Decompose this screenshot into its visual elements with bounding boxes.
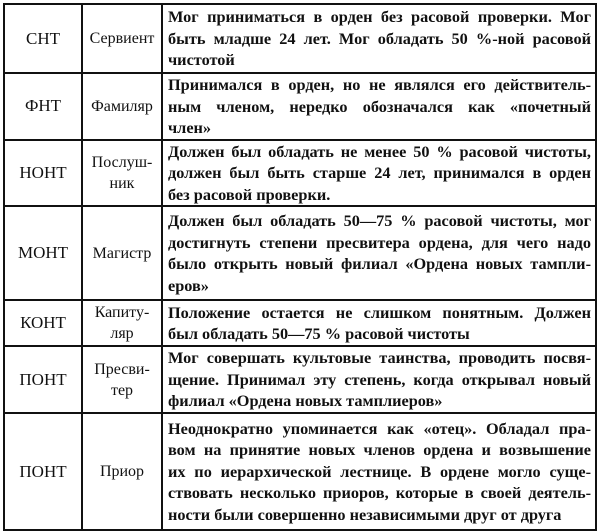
table-row: ПОНТ Приор Неоднократно упоминается как «о… bbox=[3, 412, 597, 531]
rank-name-line: Пресви- bbox=[94, 360, 150, 378]
rank-description: Неоднократно упоминается как «отец». Обл… bbox=[161, 412, 597, 531]
rank-name-line: Послуш- bbox=[91, 153, 153, 171]
description-line: был обладать 50—75 % расовой чистоты bbox=[168, 324, 470, 343]
rank-name: Послуш-ник bbox=[81, 138, 163, 207]
rank-code: КОНТ bbox=[3, 299, 83, 347]
description-line: чистотой bbox=[168, 50, 235, 70]
table-row: КОНТ Капиту-ляр Положение остается не слиш… bbox=[3, 299, 597, 347]
description-line: без расовой проверки. bbox=[168, 184, 331, 204]
rank-name: Пресви-тер bbox=[81, 345, 163, 414]
rank-code: ПОНТ bbox=[3, 345, 83, 414]
description-line: Принимался в орден, но не являлся его де… bbox=[168, 75, 591, 94]
rank-code: НОНТ bbox=[3, 138, 83, 207]
rank-name: Магистр bbox=[81, 205, 163, 301]
table-row: СНТ Сервиент Мог приниматься в орден без р… bbox=[3, 3, 597, 74]
table-row: МОНТ Магистр Должен был обладать 50—75 % р… bbox=[3, 205, 597, 301]
rank-description: Принимался в орден, но не являлся его де… bbox=[161, 72, 597, 141]
description-line: Положение остается не слишком понятным. … bbox=[168, 302, 591, 322]
rank-description: Мог совершать культовые таинства, провод… bbox=[161, 345, 597, 414]
rank-name-line: Магистр bbox=[92, 244, 152, 262]
rank-description: Положение остается не слишком понятным. … bbox=[161, 299, 597, 347]
description-line: Неоднократно упоминается как «отец». Обл… bbox=[168, 418, 591, 438]
rank-name: Приор bbox=[81, 412, 163, 531]
description-line: достигнуть степени пресвитера ордена, дл… bbox=[168, 232, 591, 252]
table-row: ПОНТ Пресви-тер Мог совершать культовые та… bbox=[3, 345, 597, 414]
description-line: быть младше 24 лет. Мог обладать 50 %-но… bbox=[168, 28, 591, 48]
rank-name-line: Сервиент bbox=[89, 30, 155, 47]
description-line: член» bbox=[168, 118, 212, 137]
rank-code: ПОНТ bbox=[3, 412, 83, 531]
description-line: Мог приниматься в орден без расовой пров… bbox=[168, 7, 591, 27]
rank-name-line: ник bbox=[109, 174, 135, 192]
rank-code: МОНТ bbox=[3, 205, 83, 301]
description-line: Мог совершать культовые таинства, провод… bbox=[168, 348, 591, 368]
table-row: ФНТ Фамиляр Принимался в орден, но не явля… bbox=[3, 72, 597, 141]
ranks-table-body: СНТ Сервиент Мог приниматься в орден без р… bbox=[3, 3, 597, 531]
description-line: Должен был обладать не менее 50 % расово… bbox=[168, 141, 591, 161]
description-line: еров» bbox=[168, 275, 209, 295]
rank-name: Фамиляр bbox=[81, 72, 163, 141]
description-line: филиал «Ордена новых тамплиеров» bbox=[168, 391, 443, 411]
rank-name-line: Приор bbox=[99, 463, 145, 480]
description-line: ности были совершенно независимыми друг … bbox=[168, 504, 562, 524]
rank-name: Сервиент bbox=[81, 3, 163, 74]
rank-description: Должен был обладать не менее 50 % расово… bbox=[161, 138, 597, 207]
description-line: Должен был обладать 50—75 % расовой чист… bbox=[168, 211, 591, 230]
description-line: было открыть новый филиал «Ордена новых … bbox=[168, 254, 591, 273]
rank-name-line: Капиту- bbox=[94, 304, 150, 321]
description-line: щение. Принимал эту степень, когда откры… bbox=[168, 369, 591, 389]
rank-name-line: Фамиляр bbox=[91, 97, 153, 115]
description-line: их по иерархической лестнице. В ордене м… bbox=[168, 461, 591, 481]
ranks-table: СНТ Сервиент Мог приниматься в орден без р… bbox=[3, 3, 597, 531]
rank-code: ФНТ bbox=[3, 72, 83, 141]
rank-description: Должен был обладать 50—75 % расовой чист… bbox=[161, 205, 597, 301]
description-line: вом на принятие новых членов ордена и во… bbox=[168, 440, 591, 460]
table-row: НОНТ Послуш-ник Должен был обладать не мен… bbox=[3, 138, 597, 207]
rank-description: Мог приниматься в орден без расовой пров… bbox=[161, 3, 597, 74]
rank-name: Капиту-ляр bbox=[81, 299, 163, 347]
rank-code: СНТ bbox=[3, 3, 83, 74]
rank-name-line: тер bbox=[110, 381, 134, 399]
description-line: ным членом, нередко обозначался как «поч… bbox=[168, 96, 591, 116]
description-line: должен был быть старше 24 лет, принималс… bbox=[168, 163, 591, 182]
rank-name-line: ляр bbox=[110, 325, 134, 342]
description-line: ствовать несколько приоров, которые в св… bbox=[168, 483, 591, 503]
